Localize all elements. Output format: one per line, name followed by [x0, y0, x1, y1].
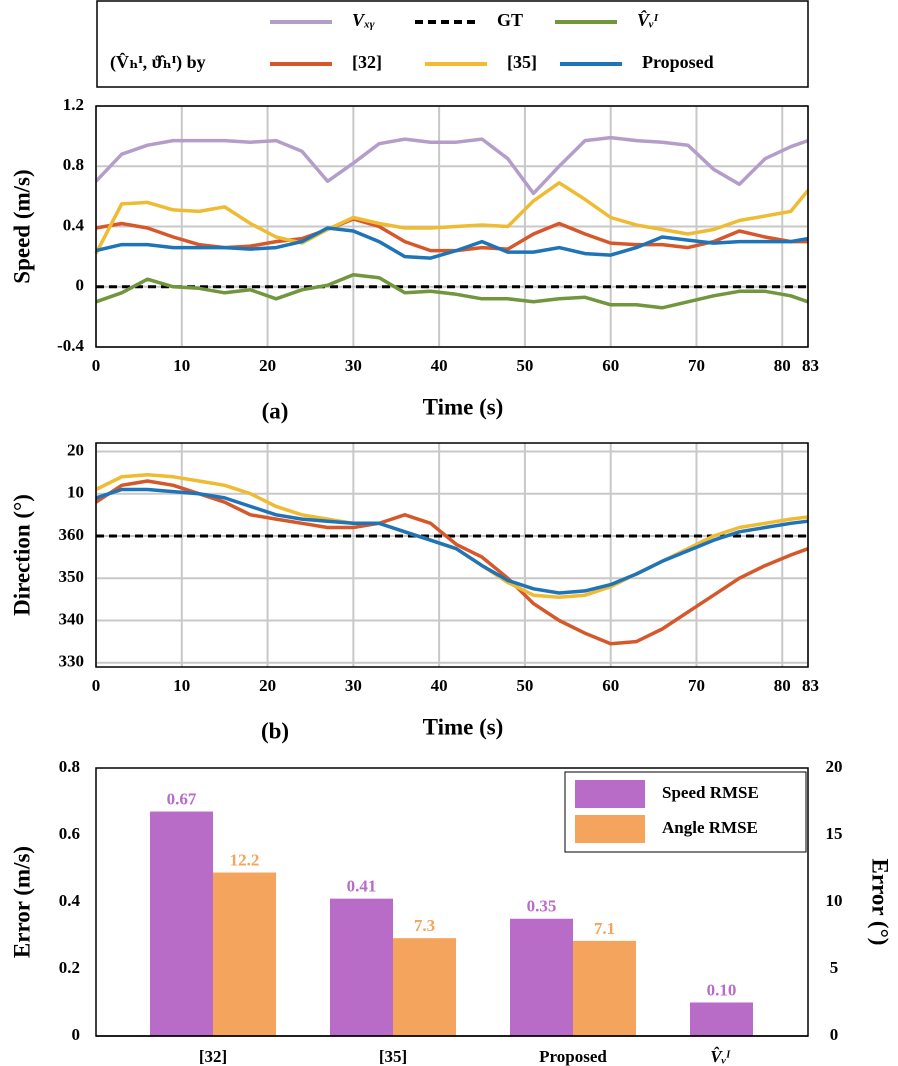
y-tick-label: -0.4 — [57, 336, 84, 355]
legend-entry: Angle RMSE — [662, 818, 758, 837]
x-tick-label: V̂ᵥᴵ — [710, 1047, 731, 1066]
legend-label: (V̂ₕᴵ, ϑ̂ₕᴵ) by — [110, 52, 206, 73]
x-tick-label: 10 — [173, 676, 190, 695]
x-axis-label: Time (s) — [423, 714, 504, 739]
panel-label: (a) — [262, 398, 289, 423]
bar-value-label: 12.2 — [230, 850, 260, 869]
x-tick-label: 80 — [774, 356, 791, 375]
bar — [213, 872, 276, 1036]
x-tick-label: 80 — [774, 676, 791, 695]
x-tick-label: 83 — [802, 676, 819, 695]
x-tick-label: 83 — [802, 356, 819, 375]
bar — [150, 811, 213, 1036]
y-tick-label: 0.8 — [59, 757, 80, 776]
bar — [330, 898, 393, 1036]
y-axis-label: Direction (°) — [9, 494, 34, 616]
bar-value-label: 7.3 — [414, 916, 435, 935]
x-tick-label: 70 — [688, 676, 705, 695]
y-tick-label: 10 — [67, 483, 84, 502]
legend-box — [96, 0, 809, 88]
y-tick-label: 0 — [76, 276, 85, 295]
y-axis-label: Speed (m/s) — [9, 169, 34, 283]
legend-entry: V̂ᵥᴵ — [637, 10, 659, 30]
x-tick-label: 30 — [345, 676, 362, 695]
x-tick-label: 50 — [516, 356, 533, 375]
x-tick-label: [32] — [199, 1047, 227, 1066]
bar — [573, 940, 636, 1036]
legend-entry: Vₓᵧ — [352, 10, 375, 30]
bar — [510, 918, 573, 1036]
x-tick-label: 60 — [602, 676, 619, 695]
legend-entry: Speed RMSE — [662, 783, 759, 802]
bar-value-label: 0.35 — [527, 897, 557, 916]
x-tick-label: 10 — [173, 356, 190, 375]
x-axis-label: Time (s) — [423, 394, 504, 419]
series-line — [94, 181, 810, 255]
y-tick-label: 1.2 — [63, 95, 84, 114]
legend-swatch — [575, 815, 645, 843]
y-tick-label: 0.8 — [63, 155, 84, 174]
bar-value-label: 7.1 — [594, 919, 615, 938]
y-tick-label: 360 — [59, 525, 85, 544]
x-tick-label: [35] — [379, 1047, 407, 1066]
y-tick-label: 0.4 — [59, 891, 81, 910]
x-tick-label: 30 — [345, 356, 362, 375]
series-line — [95, 226, 809, 260]
y-tick-label: 340 — [59, 609, 85, 628]
bar — [690, 1002, 753, 1036]
series-line — [95, 479, 809, 646]
x-tick-label: 0 — [92, 676, 101, 695]
x-tick-label: 60 — [602, 356, 619, 375]
y2-tick-label: 0 — [830, 1025, 839, 1044]
x-tick-label: 50 — [516, 676, 533, 695]
y-tick-label: 0.4 — [63, 215, 85, 234]
y2-tick-label: 5 — [830, 958, 839, 977]
bar-value-label: 0.10 — [707, 980, 737, 999]
legend-entry: Proposed — [642, 52, 714, 72]
legend-entry: GT — [497, 10, 523, 30]
x-tick-label: 0 — [92, 356, 101, 375]
y-tick-label: 350 — [59, 567, 85, 586]
panel-label: (b) — [261, 718, 289, 743]
y2-tick-label: 10 — [826, 891, 843, 910]
y-tick-label: 20 — [67, 440, 84, 459]
plot-frame — [95, 105, 809, 348]
x-tick-label: Proposed — [539, 1047, 607, 1066]
x-tick-label: 40 — [431, 356, 448, 375]
x-tick-label: 20 — [259, 356, 276, 375]
series-line — [95, 487, 809, 595]
y-tick-label: 0.2 — [59, 958, 80, 977]
y-tick-label: 330 — [59, 652, 85, 671]
series-line — [95, 272, 809, 310]
y-tick-label: 0 — [72, 1025, 81, 1044]
y-axis-label: Error (m/s) — [9, 846, 34, 958]
legend-swatch — [575, 780, 645, 808]
series-line — [94, 135, 809, 196]
bar — [393, 938, 456, 1036]
x-tick-label: 40 — [431, 676, 448, 695]
legend-entry: [35] — [507, 52, 537, 72]
legend-entry: [32] — [352, 52, 382, 72]
bar-value-label: 0.41 — [347, 877, 377, 896]
plot-frame — [95, 442, 809, 668]
y2-tick-label: 15 — [826, 824, 843, 843]
y2-tick-label: 20 — [826, 757, 843, 776]
bar-value-label: 0.67 — [167, 789, 197, 808]
x-tick-label: 70 — [688, 356, 705, 375]
y2-axis-label: Error (°) — [868, 859, 893, 946]
x-tick-label: 20 — [259, 676, 276, 695]
plot-frame — [95, 767, 809, 1037]
y-tick-label: 0.6 — [59, 824, 80, 843]
